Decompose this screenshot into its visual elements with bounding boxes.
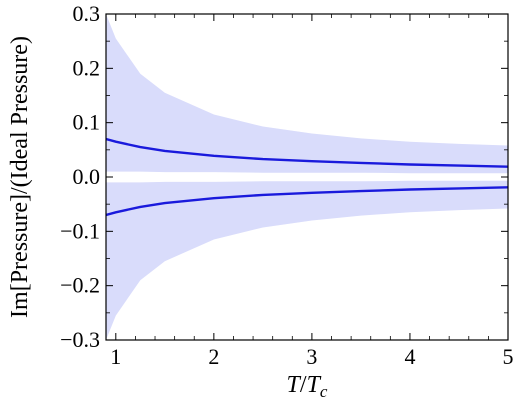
x-axis-title-tc: T (307, 372, 322, 398)
x-axis-title-t: T (287, 372, 302, 398)
y-tick-label: −0.1 (60, 218, 100, 243)
upper-line (106, 137, 508, 168)
tick-layer (106, 13, 509, 341)
y-tick-label: −0.2 (60, 273, 100, 298)
plot-frame (105, 13, 509, 341)
x-axis-title-sub: c (320, 382, 328, 401)
y-axis-title: Im[Pressure]/(Ideal Pressure) (7, 36, 33, 318)
upper-band (106, 14, 508, 174)
band-layer (106, 14, 508, 340)
lower-band (106, 180, 508, 340)
x-tick-label: 4 (404, 344, 415, 369)
x-tick-label: 1 (110, 344, 121, 369)
x-tick-labels: 1 2 3 4 5 (110, 344, 513, 369)
y-tick-label: −0.3 (60, 327, 100, 352)
y-tick-label: 0.3 (73, 1, 101, 26)
lower-line (106, 186, 508, 217)
line-layer (106, 137, 508, 217)
y-tick-label: 0.2 (73, 55, 101, 80)
y-tick-label: 0.0 (73, 164, 101, 189)
y-tick-labels: 0.3 0.2 0.1 0.0 −0.1 −0.2 −0.3 (60, 1, 100, 352)
x-axis-title-slash: / (300, 372, 307, 398)
x-tick-label: 3 (306, 344, 317, 369)
x-axis-title: T/Tc (287, 372, 328, 401)
x-tick-label: 2 (208, 344, 219, 369)
y-tick-label: 0.1 (73, 110, 101, 135)
x-tick-label: 5 (503, 344, 514, 369)
